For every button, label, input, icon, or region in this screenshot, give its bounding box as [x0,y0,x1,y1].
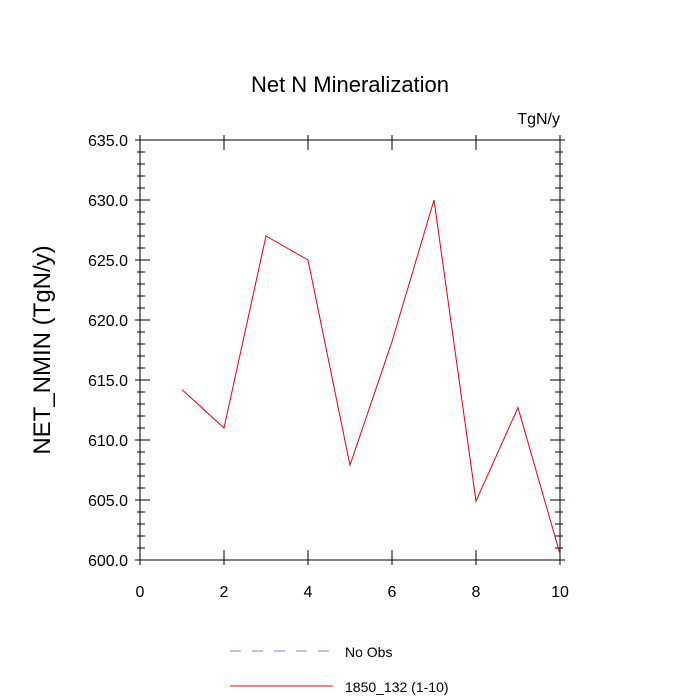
y-tick-label: 610.0 [88,433,128,450]
x-tick-label: 4 [304,584,313,601]
units-label: TgN/y [517,111,560,128]
legend: No Obs 1850_132 (1-10) [230,644,449,695]
y-tick-label: 620.0 [88,313,128,330]
x-tick-label: 0 [136,584,145,601]
x-tick-label: 6 [388,584,397,601]
chart-title: Net N Mineralization [251,72,449,97]
axis-ticks [135,135,565,565]
series-line [181,199,561,555]
y-tick-label: 600.0 [88,553,128,570]
y-tick-label: 625.0 [88,253,128,270]
y-tick-label: 630.0 [88,193,128,210]
series-layer [181,199,561,555]
x-tick-label: 8 [472,584,481,601]
legend-label: 1850_132 (1-10) [345,679,449,695]
legend-label: No Obs [345,644,392,660]
y-tick-label: 615.0 [88,373,128,390]
plot-frame [139,139,561,561]
x-tick-label: 10 [551,584,569,601]
x-tick-label: 2 [220,584,229,601]
y-tick-label: 605.0 [88,493,128,510]
axis-tick-labels: 600.0 605.0 610.0 615.0 620.0 625.0 630.0 635.0… [88,133,569,601]
y-axis-label: NET_NMIN (TgN/y) [29,245,56,454]
y-tick-label: 635.0 [88,133,128,150]
